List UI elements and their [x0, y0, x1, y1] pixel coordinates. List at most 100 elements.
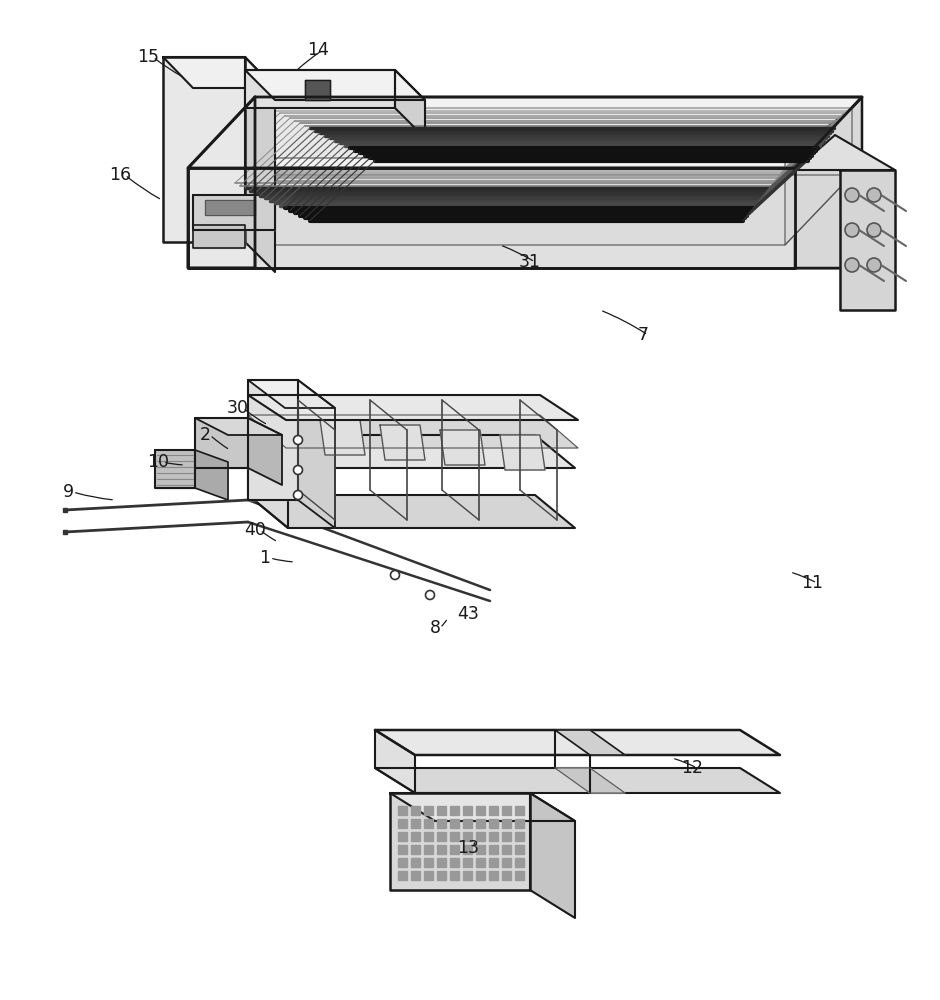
Circle shape: [426, 590, 434, 599]
Text: 14: 14: [307, 41, 329, 59]
Polygon shape: [193, 225, 245, 248]
Polygon shape: [248, 380, 335, 408]
Polygon shape: [248, 435, 288, 528]
Bar: [411, 832, 420, 841]
Polygon shape: [245, 57, 275, 272]
Polygon shape: [195, 418, 248, 468]
Bar: [450, 806, 459, 815]
Circle shape: [867, 258, 881, 272]
Circle shape: [293, 490, 303, 499]
Bar: [476, 806, 485, 815]
Text: 11: 11: [801, 574, 823, 592]
Text: 13: 13: [457, 839, 479, 857]
Circle shape: [293, 436, 303, 444]
Text: 30: 30: [227, 399, 249, 417]
Bar: [515, 858, 524, 867]
Circle shape: [845, 223, 859, 237]
Bar: [398, 845, 407, 854]
Text: 43: 43: [457, 605, 479, 623]
Bar: [463, 845, 472, 854]
Polygon shape: [188, 168, 795, 268]
Text: 9: 9: [62, 483, 73, 501]
Bar: [515, 819, 524, 828]
Text: 2: 2: [199, 426, 211, 444]
Bar: [437, 858, 446, 867]
Bar: [411, 819, 420, 828]
Polygon shape: [205, 200, 255, 215]
Text: 12: 12: [681, 759, 703, 777]
Bar: [450, 832, 459, 841]
Bar: [502, 871, 511, 880]
Bar: [398, 832, 407, 841]
Bar: [424, 845, 433, 854]
Bar: [463, 819, 472, 828]
Polygon shape: [395, 70, 425, 138]
Text: 16: 16: [109, 166, 131, 184]
Bar: [463, 806, 472, 815]
Bar: [450, 819, 459, 828]
Polygon shape: [198, 108, 852, 158]
Polygon shape: [163, 57, 245, 242]
Bar: [489, 858, 498, 867]
Bar: [398, 806, 407, 815]
Polygon shape: [198, 108, 265, 245]
Polygon shape: [195, 450, 228, 500]
Polygon shape: [375, 768, 780, 793]
Polygon shape: [248, 435, 575, 468]
Bar: [489, 871, 498, 880]
Polygon shape: [163, 57, 275, 88]
Polygon shape: [390, 793, 575, 821]
Bar: [437, 806, 446, 815]
Text: 8: 8: [430, 619, 441, 637]
Polygon shape: [155, 450, 195, 488]
Bar: [398, 819, 407, 828]
Bar: [489, 832, 498, 841]
Polygon shape: [188, 97, 255, 268]
Bar: [502, 806, 511, 815]
Bar: [411, 871, 420, 880]
Polygon shape: [248, 380, 298, 500]
Polygon shape: [375, 730, 415, 793]
Circle shape: [845, 258, 859, 272]
Polygon shape: [380, 425, 425, 460]
Bar: [502, 832, 511, 841]
Bar: [437, 871, 446, 880]
Bar: [398, 871, 407, 880]
Bar: [437, 819, 446, 828]
Circle shape: [390, 570, 400, 580]
Bar: [476, 819, 485, 828]
Circle shape: [845, 188, 859, 202]
Bar: [515, 806, 524, 815]
Text: 40: 40: [244, 521, 266, 539]
Polygon shape: [840, 170, 895, 310]
Bar: [463, 871, 472, 880]
Bar: [515, 871, 524, 880]
Bar: [502, 858, 511, 867]
Polygon shape: [193, 195, 275, 230]
Polygon shape: [198, 175, 852, 245]
Bar: [502, 845, 511, 854]
Polygon shape: [530, 793, 575, 918]
Bar: [476, 858, 485, 867]
Bar: [463, 858, 472, 867]
Bar: [489, 806, 498, 815]
Bar: [515, 832, 524, 841]
Polygon shape: [195, 418, 282, 435]
Bar: [476, 871, 485, 880]
Polygon shape: [795, 97, 862, 268]
Text: 10: 10: [147, 453, 169, 471]
Bar: [450, 845, 459, 854]
Bar: [424, 819, 433, 828]
Bar: [476, 845, 485, 854]
Bar: [424, 871, 433, 880]
Text: 15: 15: [137, 48, 159, 66]
Bar: [424, 832, 433, 841]
Bar: [489, 819, 498, 828]
Bar: [450, 871, 459, 880]
Polygon shape: [375, 730, 780, 755]
Text: 7: 7: [637, 326, 649, 344]
Bar: [450, 858, 459, 867]
Polygon shape: [390, 793, 530, 890]
Polygon shape: [248, 418, 282, 485]
Polygon shape: [795, 135, 895, 170]
